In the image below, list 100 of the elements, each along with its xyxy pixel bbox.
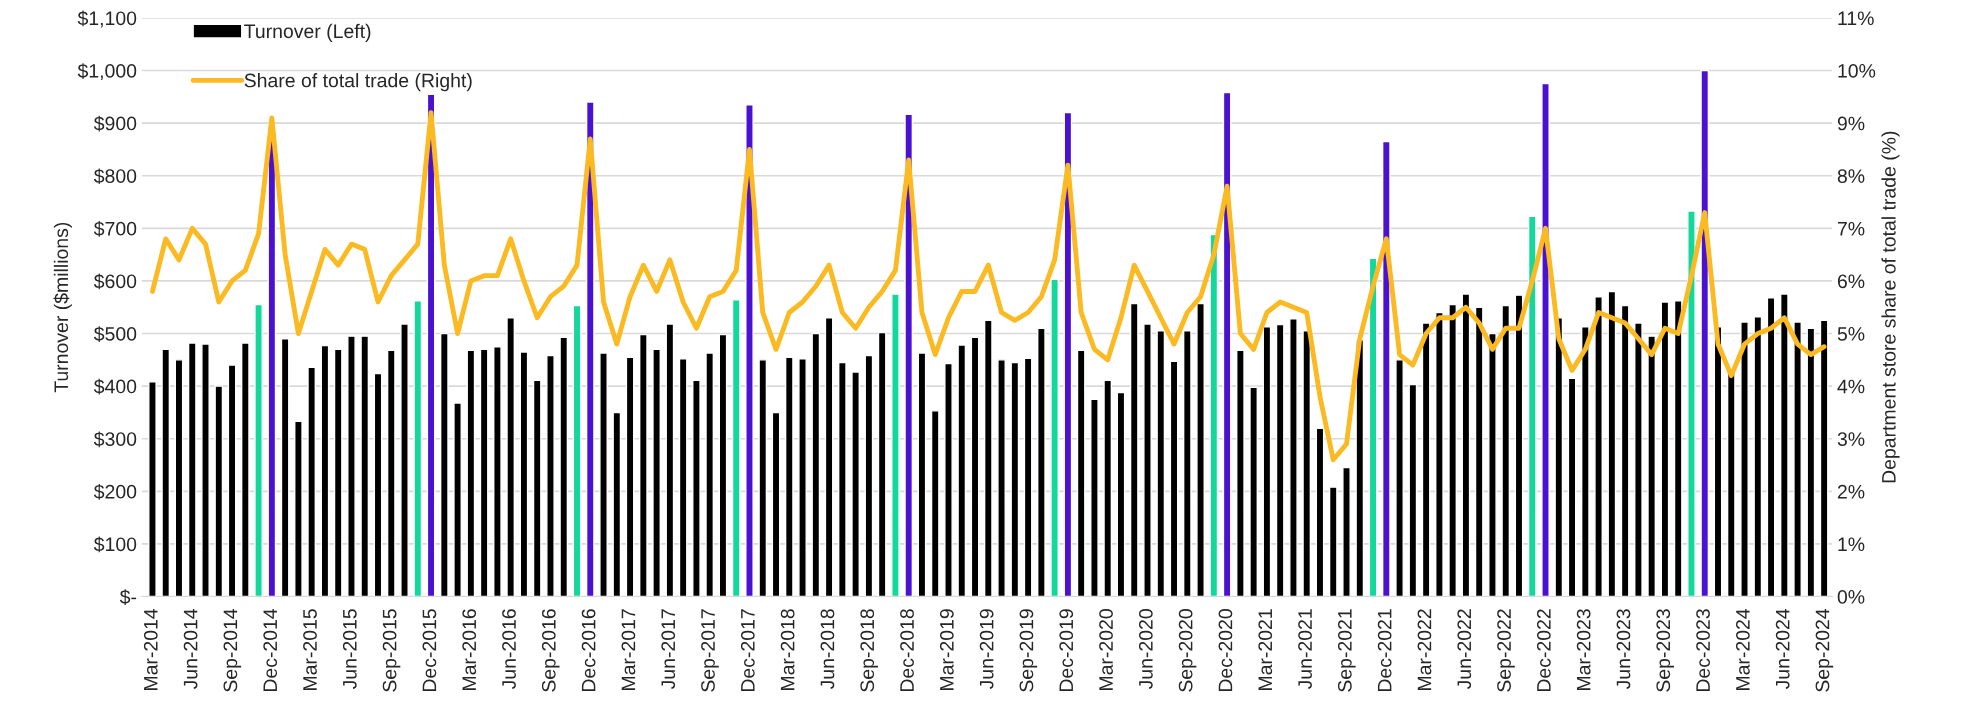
- x-tick-label: Jun-2014: [183, 608, 198, 690]
- bar: [1567, 377, 1577, 597]
- bar: [639, 333, 648, 597]
- bar: [970, 336, 980, 597]
- bar: [1103, 379, 1113, 597]
- bar: [320, 344, 330, 597]
- x-tick-label: Dec-2020: [1218, 609, 1233, 692]
- y-tick-label: $800: [93, 168, 137, 185]
- bar: [957, 344, 967, 597]
- x-tick-label: Dec-2019: [1059, 609, 1074, 692]
- bar: [1302, 330, 1312, 597]
- y2-tick-label: 4%: [1837, 379, 1865, 394]
- bar: [1355, 339, 1365, 597]
- bar: [479, 348, 489, 597]
- x-tick-label: Mar-2023: [1576, 609, 1591, 690]
- x-tick-label: Jun-2022: [1457, 609, 1472, 690]
- bar: [400, 323, 409, 597]
- bar: [254, 303, 263, 597]
- bar: [1156, 330, 1166, 597]
- bar: [214, 385, 224, 597]
- bar: [1700, 69, 1710, 597]
- x-tick-label: Sep-2016: [541, 609, 560, 692]
- legend-label: Share of total trade (Right): [244, 73, 472, 92]
- x-tick-label: Dec-2023: [1696, 609, 1710, 692]
- y-tick-label: $1,100: [77, 10, 137, 28]
- bar: [1687, 210, 1696, 597]
- y2-tick-label: 0%: [1837, 590, 1865, 604]
- bar: [1090, 398, 1099, 597]
- bar: [745, 104, 754, 597]
- y-axis-title: Turnover ($millions): [53, 222, 72, 393]
- bar: [1010, 361, 1020, 597]
- y2-tick-label: 3%: [1837, 432, 1865, 446]
- x-tick-label: Mar-2022: [1417, 609, 1432, 690]
- y2-tick-label: 9%: [1837, 116, 1865, 131]
- bar: [161, 348, 171, 597]
- bar: [294, 420, 303, 597]
- line-series: [150, 110, 1827, 463]
- x-tick-label: Mar-2014: [143, 608, 158, 690]
- bar: [1766, 297, 1776, 597]
- bar: [1262, 326, 1272, 597]
- bar: [1249, 386, 1258, 597]
- x-tick-label: Mar-2024: [1735, 608, 1750, 690]
- x-tick-label: Jun-2016: [502, 609, 516, 690]
- bar: [1527, 215, 1537, 597]
- bar: [1196, 302, 1205, 597]
- bar: [731, 299, 741, 597]
- bar: [1315, 427, 1325, 597]
- bar: [1580, 326, 1590, 597]
- x-tick-label: Dec-2014: [263, 608, 278, 692]
- bar: [705, 352, 715, 597]
- bar: [944, 362, 953, 597]
- y-tick-label: $100: [93, 536, 137, 553]
- bar: [1129, 302, 1139, 597]
- x-tick-label: Jun-2015: [342, 609, 357, 690]
- x-tick-label: Dec-2015: [422, 609, 437, 692]
- bar: [1328, 486, 1338, 597]
- bar: [599, 352, 608, 597]
- y2-tick-label: 8%: [1837, 169, 1865, 183]
- bar: [1435, 311, 1444, 597]
- y2-tick-label: 5%: [1837, 327, 1865, 341]
- bar: [1554, 317, 1564, 597]
- bar: [1660, 301, 1670, 597]
- bar: [1634, 322, 1643, 597]
- bar: [1501, 304, 1511, 597]
- x-tick-label: Sep-2020: [1178, 609, 1197, 692]
- bar: [360, 335, 370, 597]
- y2-tick-label: 11%: [1838, 11, 1874, 26]
- x-tick-label: Sep-2015: [382, 609, 401, 692]
- bar: [187, 342, 197, 597]
- bar: [1275, 323, 1285, 597]
- bar: [983, 319, 993, 597]
- bar: [1461, 293, 1471, 597]
- bar: [1050, 278, 1059, 597]
- y-tick-label: $200: [93, 483, 137, 500]
- x-tick-label: Sep-2022: [1497, 609, 1515, 692]
- bar: [201, 343, 210, 597]
- y2-axis-title: Department store share of total trade (%): [1881, 131, 1900, 483]
- bar: [585, 101, 595, 597]
- bar: [493, 345, 502, 597]
- bar: [1541, 82, 1550, 597]
- x-tick-label: Jun-2019: [979, 609, 994, 690]
- bar: [838, 361, 847, 597]
- bar: [612, 411, 622, 597]
- bar: [798, 358, 807, 597]
- bar: [373, 372, 383, 597]
- bar: [466, 349, 476, 597]
- bar: [1037, 327, 1046, 597]
- bar: [1209, 233, 1219, 597]
- x-tick-label: Mar-2015: [303, 609, 317, 690]
- bar: [625, 356, 635, 597]
- bar: [665, 323, 675, 597]
- x-tick-label: Sep-2014: [223, 608, 242, 692]
- bar: [1753, 316, 1763, 597]
- legend-label: Turnover (Left): [244, 23, 371, 42]
- bar: [1806, 327, 1816, 597]
- bar: [1289, 318, 1298, 597]
- bar: [1673, 300, 1683, 597]
- x-tick-label: Dec-2022: [1536, 609, 1551, 692]
- x-tick-label: Mar-2021: [1258, 609, 1273, 690]
- y-tick-label: $300: [93, 431, 137, 448]
